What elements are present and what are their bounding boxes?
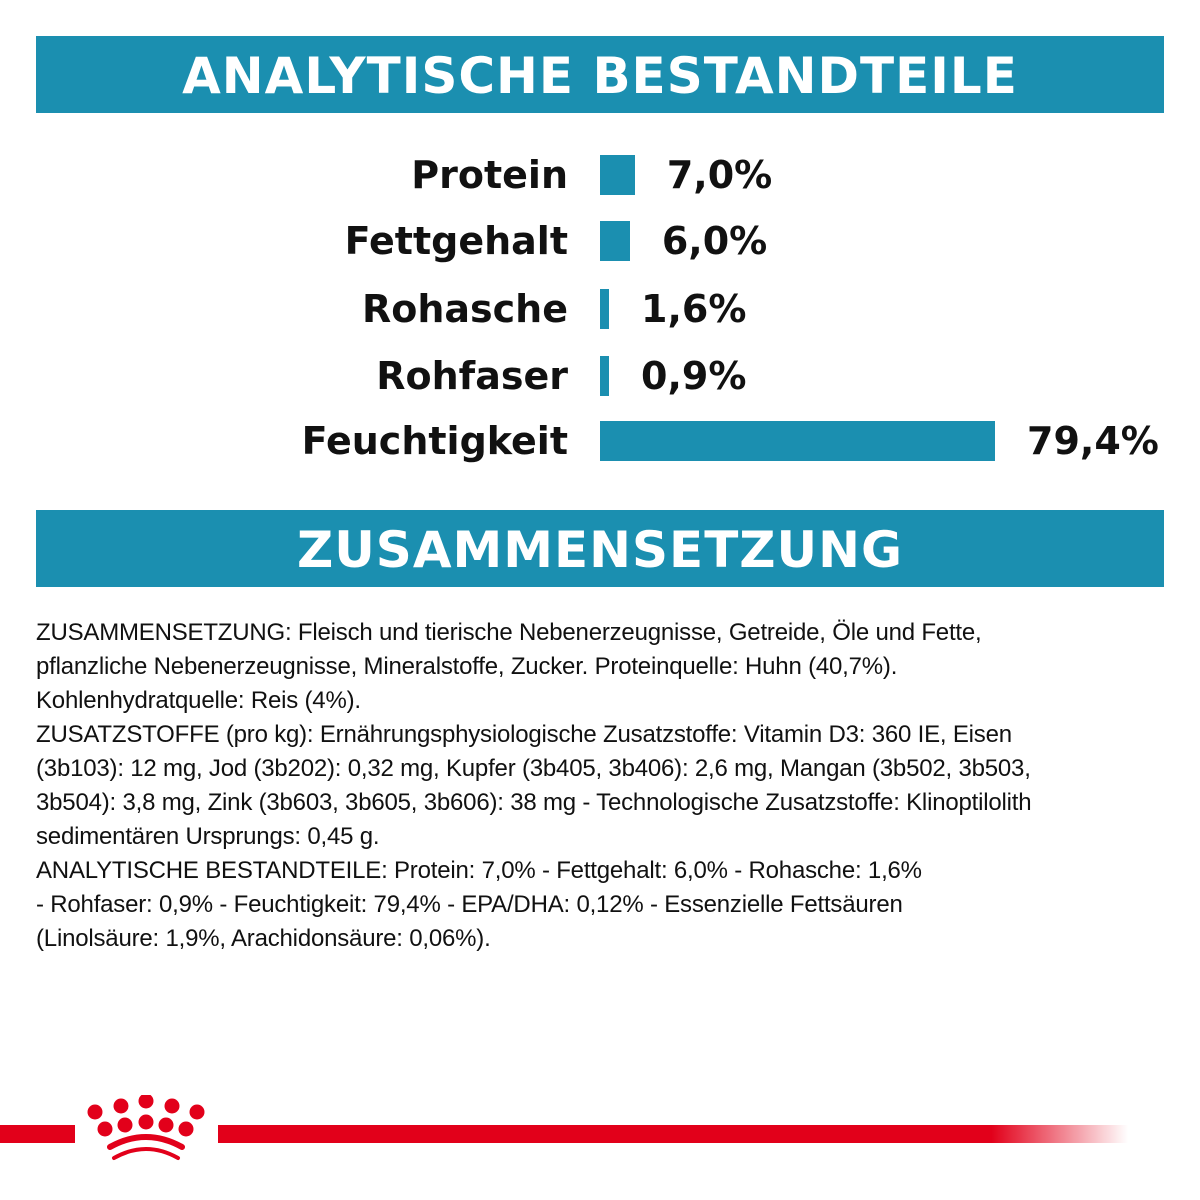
bar-value-protein: 7,0% <box>666 153 773 197</box>
bar-label-rohasche: Rohasche <box>361 287 568 331</box>
bar-label-protein: Protein <box>411 153 568 197</box>
composition-text: ZUSAMMENSETZUNG: Fleisch und tierische N… <box>36 616 1032 956</box>
bar-value-feuchtigkeit: 79,4% <box>1027 419 1159 463</box>
bar-protein <box>600 155 635 195</box>
composition-line: - Rohfaser: 0,9% - Feuchtigkeit: 79,4% -… <box>36 891 903 918</box>
composition-line: ZUSATZSTOFFE (pro kg): Ernährungsphysiol… <box>36 721 1012 748</box>
bar-value-fettgehalt: 6,0% <box>661 219 768 263</box>
bar-rohfaser <box>600 356 609 396</box>
bar-label-fettgehalt: Fettgehalt <box>344 219 568 263</box>
composition-line: (3b103): 12 mg, Jod (3b202): 0,32 mg, Ku… <box>36 755 1031 782</box>
brand-line-left <box>0 1125 75 1143</box>
royal-canin-crown-icon <box>87 1095 205 1160</box>
brand-line-right <box>218 1125 1128 1143</box>
composition-line: (Linolsäure: 1,9%, Arachidonsäure: 0,06%… <box>36 925 491 952</box>
bar-label-rohfaser: Rohfaser <box>376 354 568 398</box>
bar-feuchtigkeit <box>600 421 995 461</box>
bar-value-rohfaser: 0,9% <box>641 354 747 398</box>
nutrient-bar-chart: Protein 7,0% Fettgehalt 6,0% Rohasche 1,6% Roh… <box>0 140 1200 480</box>
composition-line: ZUSAMMENSETZUNG: Fleisch und tierische N… <box>36 619 982 646</box>
bar-rohasche <box>600 289 609 329</box>
bar-value-rohasche: 1,6% <box>641 287 747 331</box>
header-zusammensetzung: ZUSAMMENSETZUNG <box>36 510 1164 587</box>
composition-line: pflanzliche Nebenerzeugnisse, Mineralsto… <box>36 653 898 680</box>
bar-label-feuchtigkeit: Feuchtigkeit <box>301 419 568 463</box>
composition-line: sedimentären Ursprungs: 0,45 g. <box>36 823 380 850</box>
composition-line: 3b504): 3,8 mg, Zink (3b603, 3b605, 3b60… <box>36 789 1032 816</box>
composition-line: Kohlenhydratquelle: Reis (4%). <box>36 687 361 714</box>
composition-line: ANALYTISCHE BESTANDTEILE: Protein: 7,0% … <box>36 857 922 884</box>
bar-fettgehalt <box>600 221 630 261</box>
header-analytische-bestandteile: ANALYTISCHE BESTANDTEILE <box>36 36 1164 113</box>
